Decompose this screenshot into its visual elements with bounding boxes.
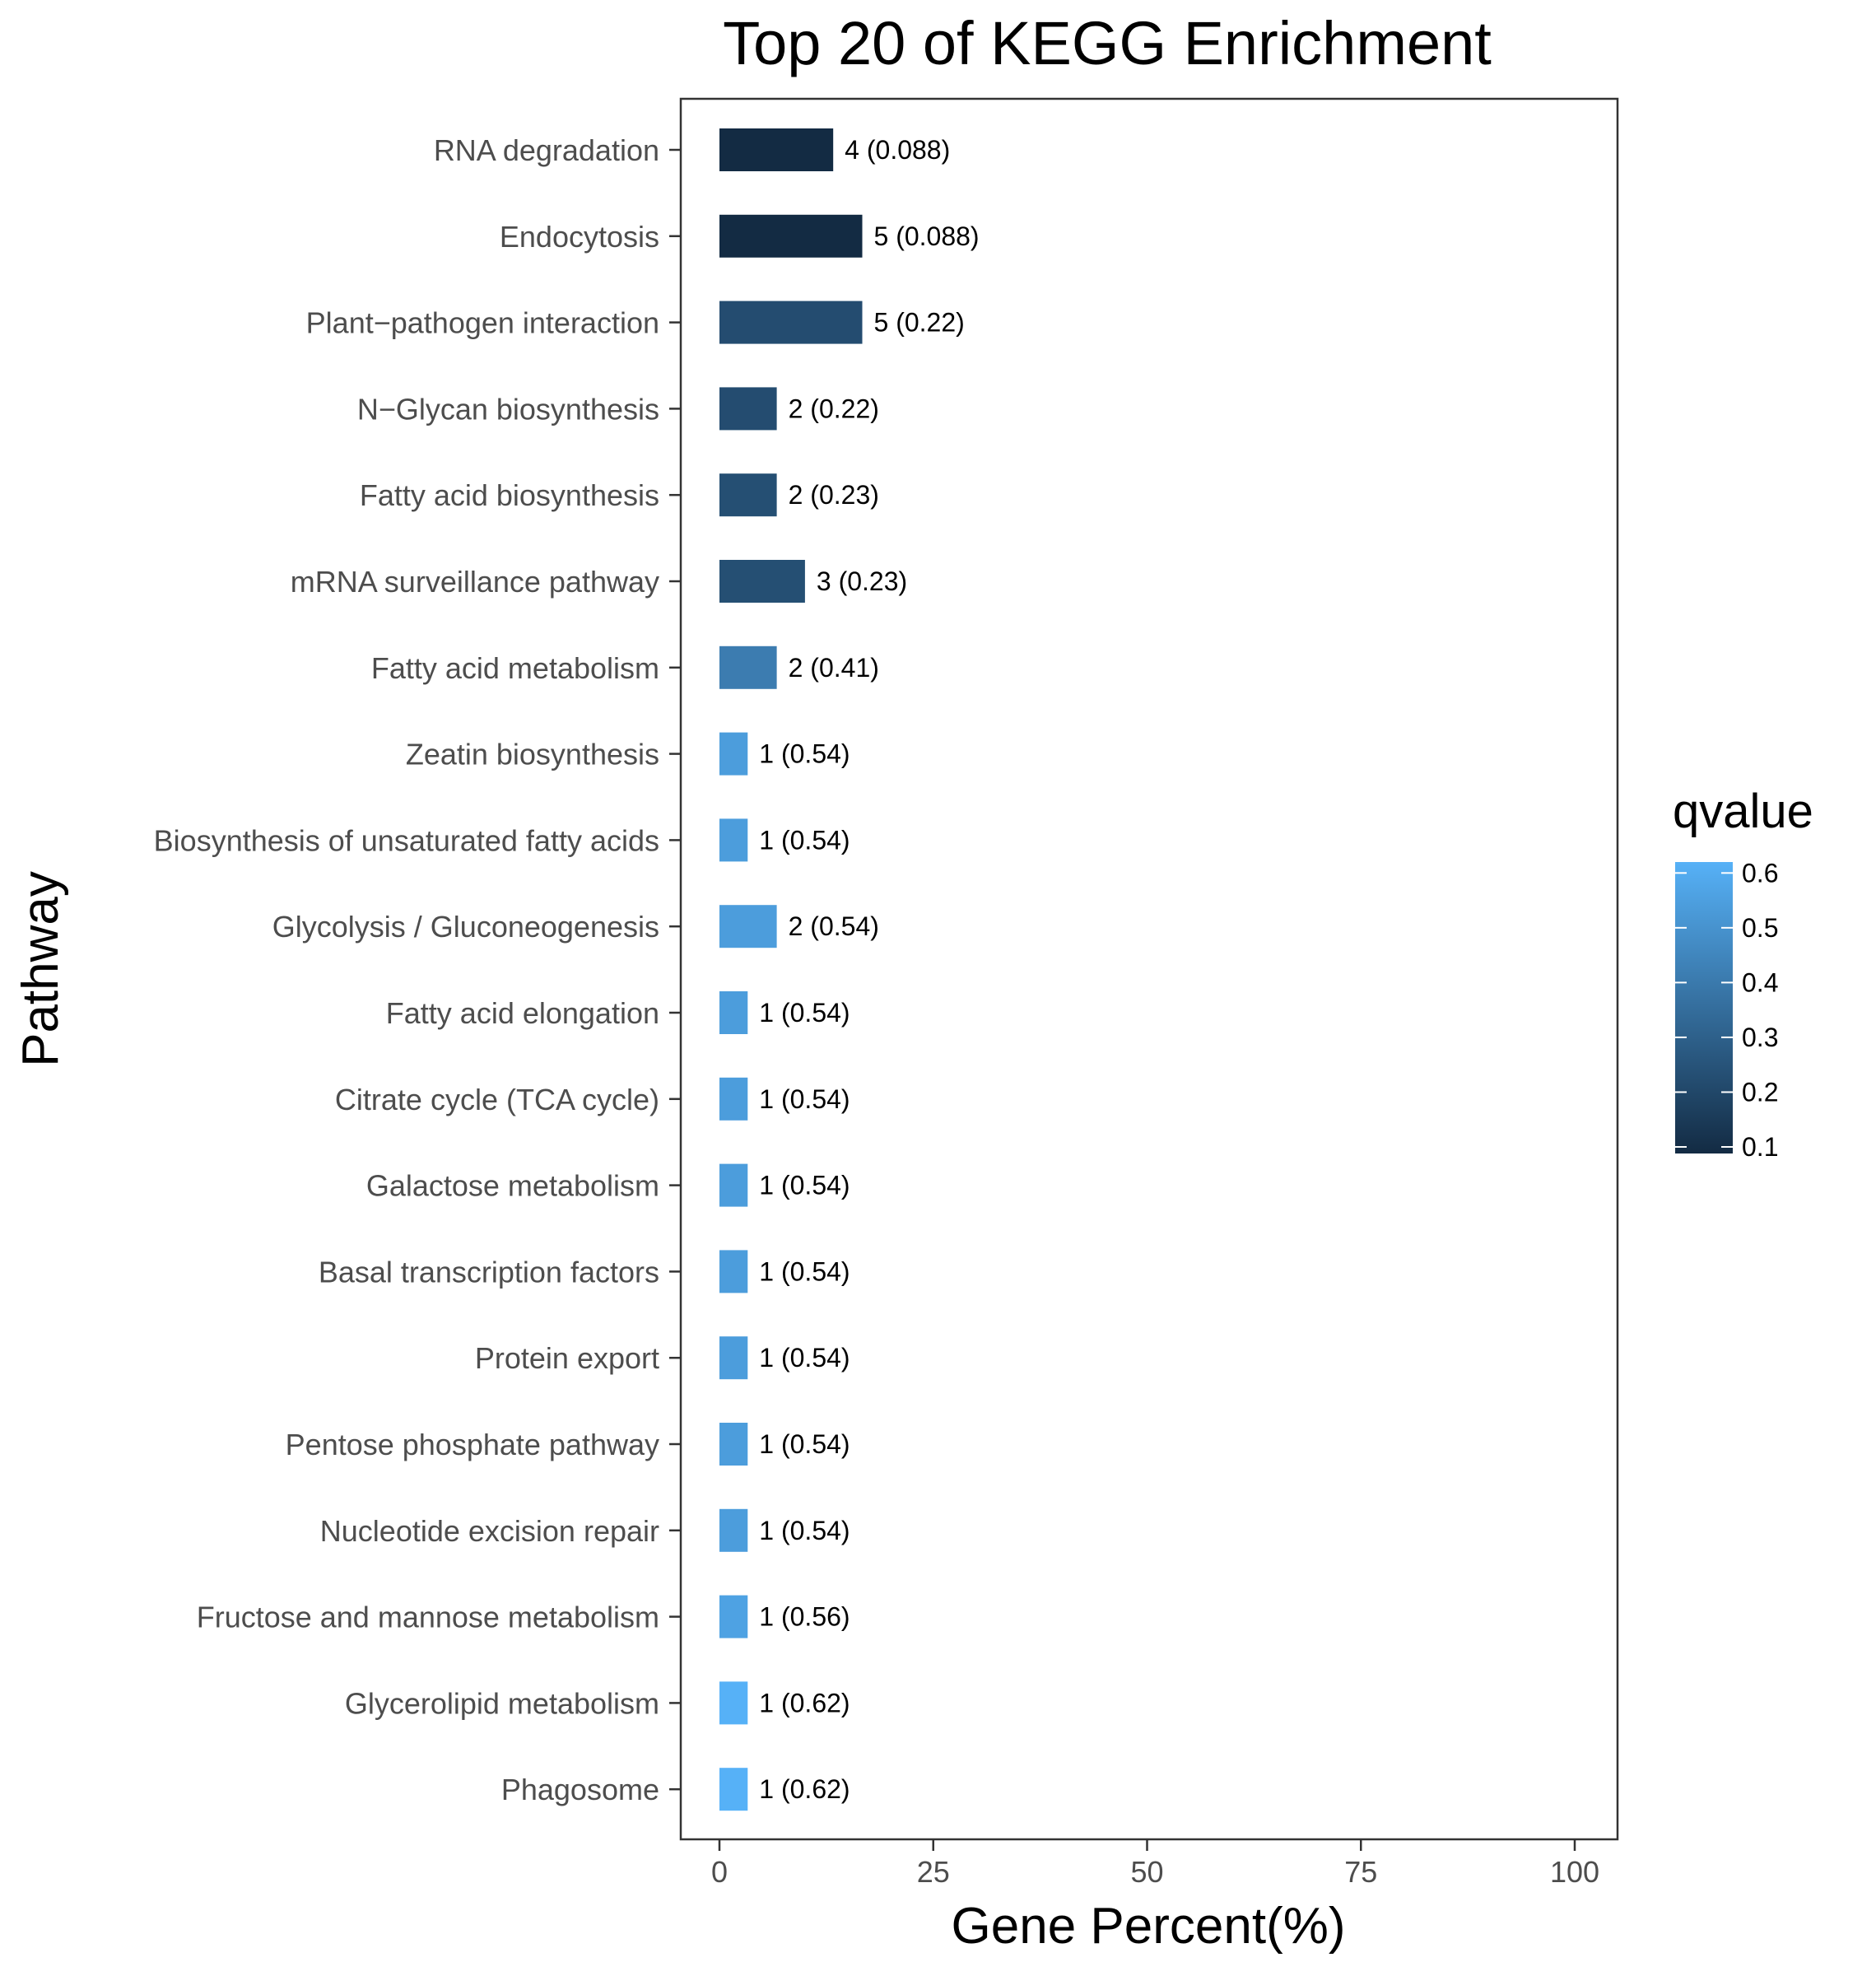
- bar: [719, 1250, 748, 1293]
- bar: [719, 1336, 748, 1380]
- category-label: Biosynthesis of unsaturated fatty acids: [154, 823, 659, 857]
- category-label: Plant−pathogen interaction: [306, 306, 659, 340]
- bar: [719, 387, 777, 431]
- bar-data-label: 2 (0.22): [789, 394, 879, 423]
- bar: [719, 301, 863, 344]
- bar-data-label: 5 (0.088): [874, 221, 980, 251]
- legend-tick-label: 0.1: [1742, 1132, 1778, 1162]
- legend-tick-label: 0.2: [1742, 1077, 1778, 1107]
- chart-title: Top 20 of KEGG Enrichment: [723, 9, 1492, 77]
- legend-ticks: 0.1 0.2 0.3 0.4 0.5 0.6: [1675, 858, 1778, 1162]
- bar-data-label: 1 (0.54): [759, 825, 850, 855]
- bar-data-label: 1 (0.54): [759, 1256, 850, 1286]
- bar: [719, 1077, 748, 1121]
- category-label: mRNA surveillance pathway: [291, 565, 659, 599]
- qvalue-legend: qvalue 0.1 0.2 0.3 0.4 0.5 0.6: [1673, 785, 1813, 1162]
- category-label: Phagosome: [501, 1773, 659, 1806]
- x-tick-label: 0: [711, 1855, 728, 1889]
- bar: [719, 645, 777, 689]
- x-tick-label: 100: [1550, 1855, 1599, 1889]
- category-label: Fatty acid elongation: [386, 996, 659, 1030]
- legend-tick-label: 0.4: [1742, 967, 1778, 997]
- x-axis: 0 25 50 75 100: [711, 1839, 1599, 1889]
- bar: [719, 128, 834, 171]
- x-tick-label: 25: [917, 1855, 950, 1889]
- bar: [719, 818, 748, 862]
- bar: [719, 1163, 748, 1207]
- y-axis-title: Pathway: [12, 871, 69, 1067]
- bar-data-label: 4 (0.088): [845, 135, 950, 165]
- bar: [719, 732, 748, 776]
- bar-data-label: 1 (0.62): [759, 1774, 850, 1804]
- bar: [719, 560, 805, 603]
- category-label: Glycolysis / Gluconeogenesis: [272, 910, 659, 944]
- bar: [719, 991, 748, 1034]
- bar: [719, 1681, 748, 1725]
- bar: [719, 473, 777, 517]
- x-tick-label: 50: [1130, 1855, 1163, 1889]
- bar-data-label: 5 (0.22): [874, 308, 965, 338]
- bar-data-label: 1 (0.54): [759, 739, 850, 769]
- bars-layer: 4 (0.088) 5 (0.088) 5 (0.22) 2 (0.22) 2 (0.2…: [719, 128, 980, 1811]
- category-label: Nucleotide excision repair: [320, 1514, 659, 1548]
- bar: [719, 1423, 748, 1466]
- bar-data-label: 2 (0.23): [789, 480, 879, 510]
- category-label: Endocytosis: [500, 220, 659, 254]
- category-label: Fatty acid biosynthesis: [360, 478, 659, 512]
- bar: [719, 214, 863, 258]
- bar-data-label: 1 (0.54): [759, 1343, 850, 1372]
- legend-tick-label: 0.5: [1742, 913, 1778, 943]
- category-label: Citrate cycle (TCA cycle): [335, 1083, 659, 1116]
- bar-data-label: 1 (0.54): [759, 1084, 850, 1114]
- category-label: Protein export: [475, 1341, 659, 1375]
- category-label: Fructose and mannose metabolism: [197, 1601, 659, 1634]
- bar-data-label: 1 (0.54): [759, 998, 850, 1028]
- category-label: Galactose metabolism: [366, 1169, 659, 1203]
- x-axis-title: Gene Percent(%): [952, 1898, 1346, 1955]
- category-axis: RNA degradation Endocytosis Plant−pathogen…: [154, 133, 681, 1806]
- plot-panel-border: [679, 97, 1619, 1841]
- bar: [719, 905, 777, 948]
- x-tick-label: 75: [1344, 1855, 1377, 1889]
- bar-data-label: 3 (0.23): [817, 566, 907, 596]
- category-label: Zeatin biosynthesis: [406, 738, 659, 771]
- legend-colorbar: [1675, 862, 1733, 1153]
- bar: [719, 1595, 748, 1638]
- bar: [719, 1768, 748, 1811]
- bar-data-label: 1 (0.54): [759, 1171, 850, 1200]
- bar-data-label: 1 (0.56): [759, 1602, 850, 1632]
- legend-tick-label: 0.6: [1742, 858, 1778, 888]
- category-label: N−Glycan biosynthesis: [357, 392, 659, 426]
- legend-title: qvalue: [1673, 785, 1813, 838]
- category-label: Fatty acid metabolism: [371, 651, 659, 685]
- category-label: Glycerolipid metabolism: [345, 1686, 659, 1720]
- bar-data-label: 1 (0.54): [759, 1429, 850, 1459]
- category-label: Basal transcription factors: [319, 1255, 659, 1289]
- bar-data-label: 2 (0.41): [789, 653, 879, 683]
- bar-data-label: 1 (0.54): [759, 1516, 850, 1545]
- bar: [719, 1508, 748, 1552]
- category-label: RNA degradation: [434, 133, 659, 167]
- bar-data-label: 1 (0.62): [759, 1688, 850, 1717]
- bar-data-label: 2 (0.54): [789, 911, 879, 941]
- legend-tick-label: 0.3: [1742, 1023, 1778, 1052]
- category-label: Pentose phosphate pathway: [286, 1428, 659, 1461]
